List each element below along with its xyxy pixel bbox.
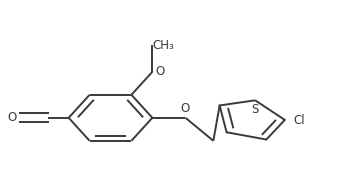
Text: O: O bbox=[181, 102, 190, 115]
Text: Cl: Cl bbox=[294, 114, 305, 128]
Text: CH₃: CH₃ bbox=[152, 39, 174, 52]
Text: O: O bbox=[155, 65, 164, 78]
Text: O: O bbox=[8, 111, 17, 124]
Text: S: S bbox=[252, 103, 259, 116]
